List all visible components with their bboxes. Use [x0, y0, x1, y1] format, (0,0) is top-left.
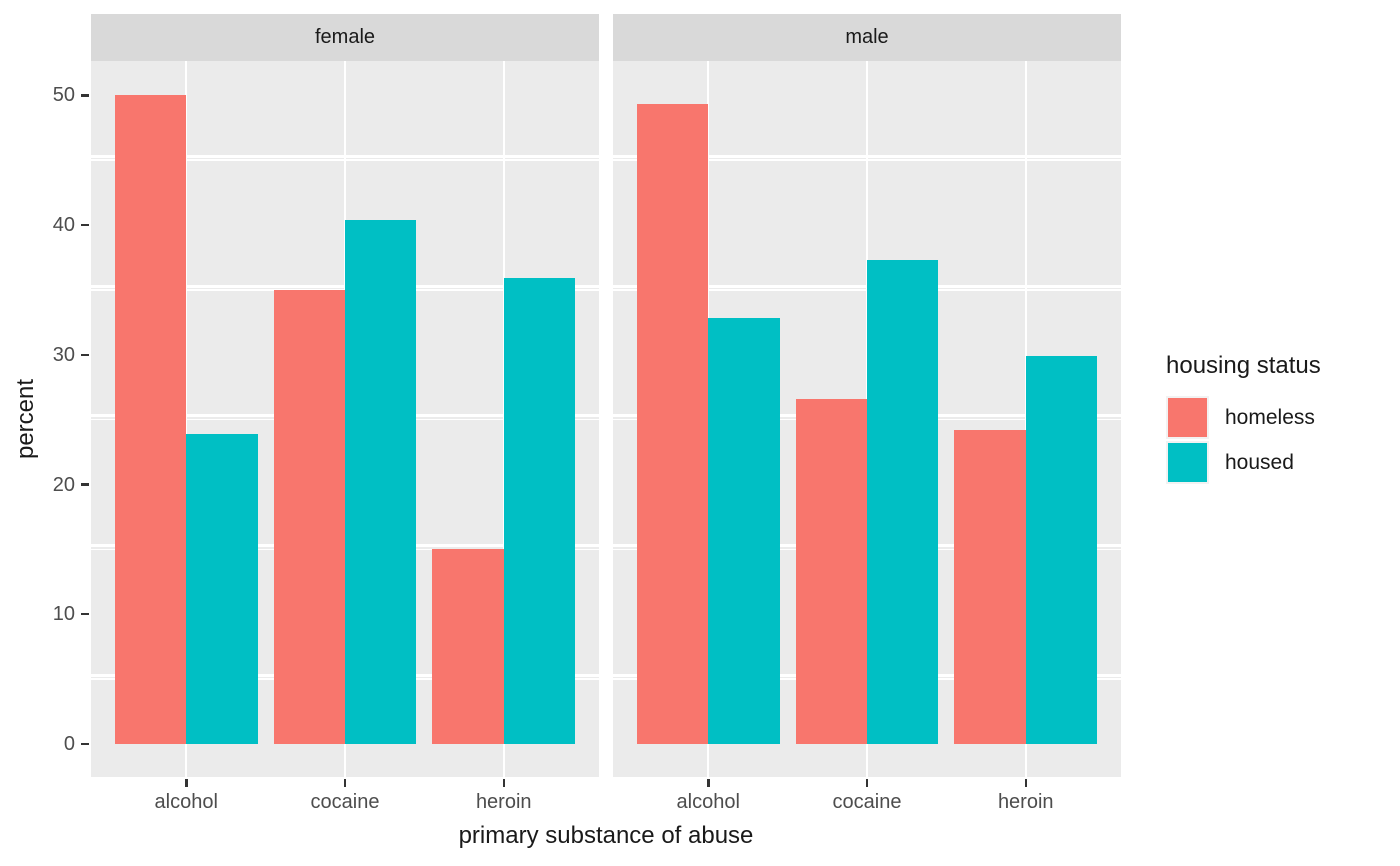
legend-title: housing status: [1166, 352, 1321, 379]
y-tick-mark-20: [81, 483, 89, 486]
y-tick-label-20: 20: [52, 473, 75, 496]
y-tick-label-40: 40: [52, 214, 75, 237]
x-tick-label-cocaine: cocaine: [310, 791, 380, 813]
x-tick-mark-cocaine: [343, 779, 347, 787]
facet-strip-label: male: [845, 26, 889, 48]
y-tick-label-10: 10: [52, 603, 75, 626]
legend-key: [1166, 396, 1209, 439]
legend-label-homeless: homeless: [1225, 405, 1315, 429]
bar-female-heroin-homeless: [432, 549, 504, 744]
homeless-color-swatch: [1168, 398, 1207, 437]
bar-male-heroin-housed: [1025, 356, 1098, 744]
y-tick-mark-10: [81, 612, 89, 616]
y-tick-mark-0: [81, 742, 89, 746]
bar-female-cocaine-homeless: [273, 289, 345, 744]
facet-strip-female: female: [91, 14, 599, 61]
bar-male-alcohol-housed: [708, 318, 780, 744]
bar-female-heroin-housed: [503, 278, 576, 744]
housed-color-swatch: [1168, 443, 1207, 482]
y-tick-mark-50: [81, 94, 89, 97]
bar-male-alcohol-homeless: [636, 104, 709, 744]
facet-strip-label: female: [314, 26, 376, 48]
x-tick-label-heroin: heroin: [997, 791, 1054, 813]
x-tick-label-alcohol: alcohol: [676, 791, 740, 813]
facet-strip-male: male: [613, 14, 1121, 61]
major-gridline-x-alcohol: [185, 61, 188, 777]
legend-label-housed: housed: [1225, 450, 1294, 474]
x-tick-mark-alcohol: [185, 779, 188, 787]
y-axis-title: percent: [12, 378, 39, 460]
x-axis-title: primary substance of abuse: [458, 822, 754, 849]
y-tick-mark-30: [81, 353, 89, 357]
x-tick-mark-heroin: [1024, 779, 1027, 787]
x-tick-label-alcohol: alcohol: [154, 791, 218, 813]
legend-key: [1166, 441, 1209, 484]
facet-panel-male: [613, 61, 1121, 777]
bar-male-cocaine-homeless: [795, 398, 867, 744]
x-tick-label-heroin: heroin: [475, 791, 532, 813]
legend-item-housed: housed: [1166, 441, 1294, 484]
x-tick-label-cocaine: cocaine: [832, 791, 902, 813]
y-tick-mark-40: [81, 223, 89, 227]
bar-female-cocaine-housed: [345, 219, 417, 744]
y-tick-label-0: 0: [63, 732, 75, 755]
x-tick-mark-alcohol: [707, 779, 710, 787]
bar-female-alcohol-housed: [186, 433, 258, 744]
x-tick-mark-heroin: [502, 779, 505, 787]
bar-male-cocaine-housed: [867, 260, 939, 744]
facet-panel-female: [91, 61, 599, 777]
legend-item-homeless: homeless: [1166, 396, 1315, 439]
x-tick-mark-cocaine: [865, 779, 869, 787]
y-tick-label-50: 50: [52, 84, 75, 107]
bar-female-alcohol-homeless: [114, 95, 187, 744]
y-tick-label-30: 30: [52, 343, 75, 366]
bar-male-heroin-homeless: [954, 430, 1026, 744]
